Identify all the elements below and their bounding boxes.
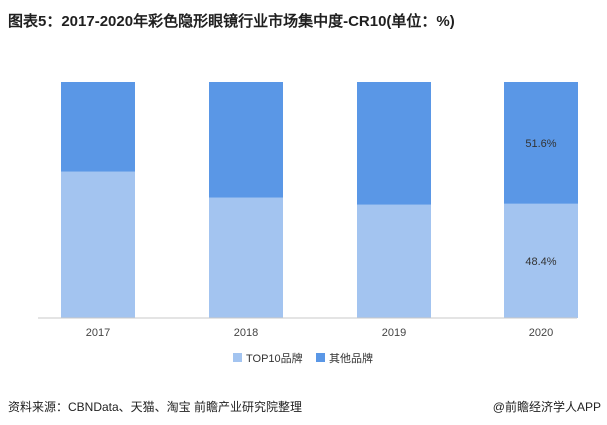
bar-2018-top10 bbox=[209, 197, 283, 318]
data-label: 48.4% bbox=[525, 256, 556, 268]
x-tick-labels: 2017 2018 2019 2020 bbox=[86, 327, 553, 339]
bar-2017-others bbox=[61, 82, 135, 172]
bars-layer bbox=[61, 82, 578, 318]
credit-note: @前瞻经济学人APP bbox=[492, 400, 601, 414]
source-note: 资料来源：CBNData、天猫、淘宝 前瞻产业研究院整理 bbox=[8, 400, 303, 414]
chart-title: 图表5：2017-2020年彩色隐形眼镜行业市场集中度-CR10(单位：%) bbox=[8, 13, 455, 30]
data-labels: 48.4% 51.6% bbox=[525, 138, 556, 268]
x-tick-label: 2020 bbox=[529, 327, 553, 339]
data-label: 51.6% bbox=[525, 138, 556, 150]
bar-2020-top10 bbox=[504, 203, 578, 318]
legend-label-top10: TOP10品牌 bbox=[246, 351, 303, 365]
bar-2017-top10 bbox=[61, 171, 135, 318]
legend-label-others: 其他品牌 bbox=[329, 351, 373, 365]
bar-2020-others bbox=[504, 82, 578, 204]
legend: TOP10品牌 其他品牌 bbox=[233, 351, 373, 365]
bar-2018-others bbox=[209, 82, 283, 198]
x-tick-label: 2019 bbox=[382, 327, 406, 339]
legend-swatch-top10 bbox=[233, 353, 242, 362]
x-tick-label: 2018 bbox=[234, 327, 258, 339]
x-tick-label: 2017 bbox=[86, 327, 110, 339]
bar-2019-top10 bbox=[357, 204, 431, 318]
bar-2019-others bbox=[357, 82, 431, 205]
legend-swatch-others bbox=[316, 353, 325, 362]
